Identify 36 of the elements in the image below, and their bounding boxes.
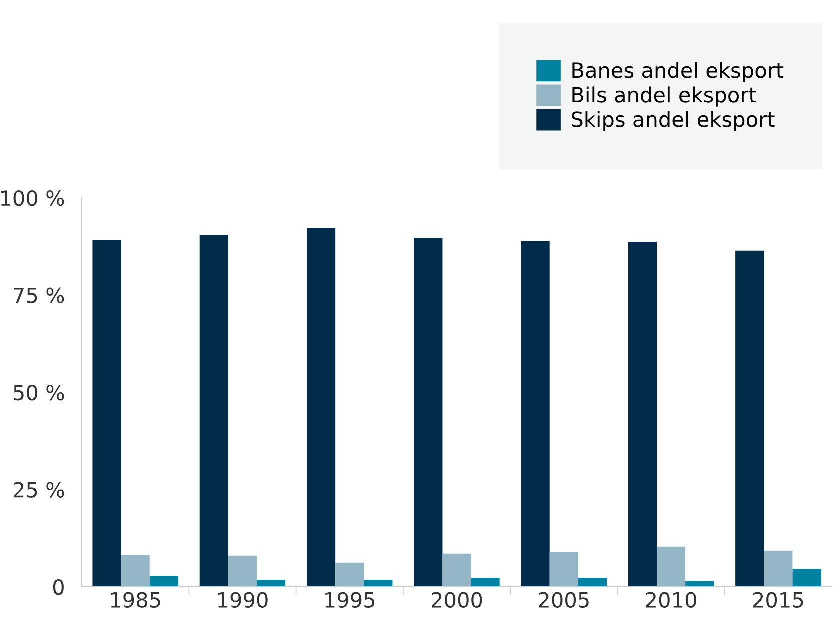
bar: [150, 576, 178, 587]
x-tick-label: 2015: [753, 592, 804, 608]
bar: [200, 234, 228, 587]
bar: [257, 580, 286, 587]
bar: [521, 241, 550, 587]
bar: [414, 238, 443, 587]
legend-label: Banes andel eksport: [572, 62, 784, 82]
bar: [471, 578, 500, 587]
bar: [736, 250, 764, 587]
bar: [792, 569, 822, 587]
bar: [442, 554, 472, 587]
x-tick-label: 2005: [539, 592, 589, 608]
y-tick-label: 100 %: [1, 190, 64, 206]
legend-label: Bils andel eksport: [572, 86, 756, 107]
bar: [628, 242, 657, 587]
y-tick-label: 75 %: [14, 288, 64, 304]
legend-label: Skips andel eksport: [572, 111, 775, 132]
x-tick-label: 1985: [111, 592, 160, 608]
bar: [550, 552, 578, 587]
y-tick-label: 50 %: [14, 384, 64, 401]
x-tick-label: 2000: [432, 592, 482, 608]
bar: [92, 240, 122, 587]
x-tick-label: 2010: [646, 592, 696, 608]
y-tick-label: 25 %: [14, 482, 64, 498]
x-tick-label: 1995: [326, 592, 375, 608]
bar: [121, 555, 150, 587]
y-tick-label: 0: [53, 579, 64, 596]
bar: [686, 581, 714, 587]
bar: [764, 550, 793, 587]
bar: [657, 546, 686, 587]
bar: [307, 228, 336, 587]
x-tick-label: 1990: [218, 592, 268, 608]
bar: [364, 580, 393, 587]
bar: [336, 562, 364, 587]
bar: [228, 556, 257, 587]
bar: [578, 578, 607, 587]
